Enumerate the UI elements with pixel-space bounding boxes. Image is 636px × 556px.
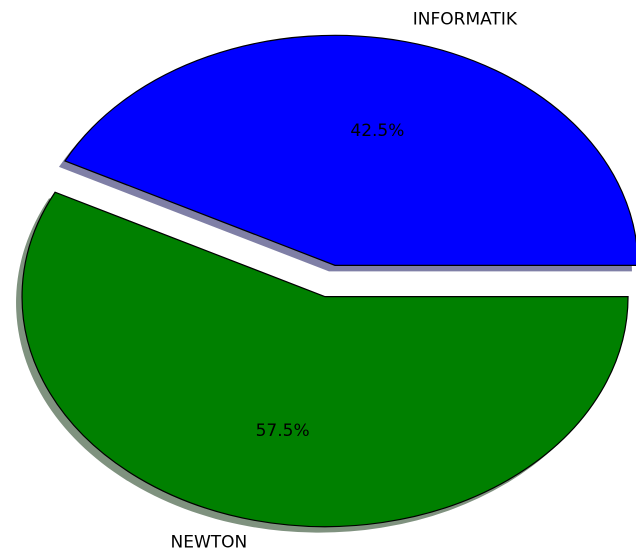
value-label: 42.5% [350, 121, 404, 141]
slice [64, 34, 636, 266]
slice [21, 191, 629, 528]
value-label: 57.5% [256, 421, 310, 441]
slice-label: NEWTON [170, 533, 247, 553]
slice-label: INFORMATIK [413, 9, 518, 29]
